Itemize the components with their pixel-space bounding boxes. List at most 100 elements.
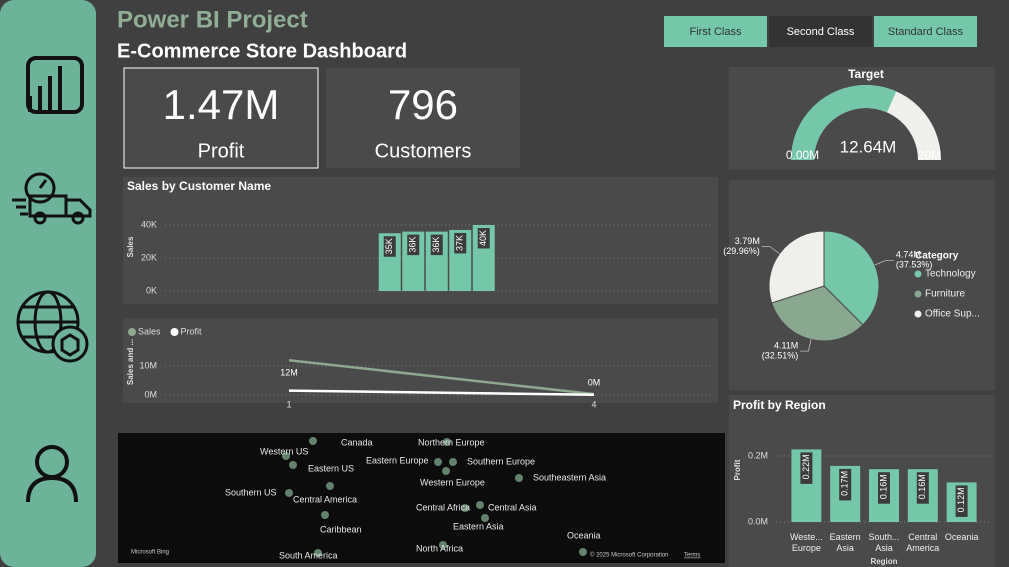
legend-label: Sales [138,326,161,336]
data-label: (29.96%) [723,246,760,256]
map-point [289,461,297,469]
page-title: Power BI Project [117,6,308,33]
map-label: Central Asia [488,502,537,512]
map-point [282,452,290,460]
x-tick-label: Oceania [944,532,979,542]
y-tick-label: 0M [144,389,157,399]
map-copyright: © 2025 Microsoft Corporation [590,552,668,559]
label-background [383,236,396,257]
global-shipping-icon[interactable] [16,290,89,363]
map-point [449,458,457,466]
legend-marker [170,328,179,336]
line-series [288,358,595,396]
map-background [118,433,725,563]
map-point [461,504,469,512]
leader-line [800,339,812,352]
x-tick-label: 1 [286,399,291,409]
label-background [839,468,852,501]
label-background [916,472,929,504]
map-label: Western US [260,446,308,456]
data-label: 4.74M [896,250,921,260]
map-attribution: Microsoft Bing [131,550,169,556]
chart-title: Sales by Customer Name [127,179,271,193]
data-label: 12M [280,368,298,378]
map-point [326,482,334,490]
y-tick-label: 0.2M [748,450,768,460]
label-background [454,232,467,254]
user-icon[interactable] [26,445,78,503]
kpi-label: Customers [375,140,472,162]
y-tick-label: 0.0M [748,516,768,526]
map-label: Eastern US [308,463,354,473]
kpi-value: 796 [388,81,458,128]
data-label: (37.53%) [896,260,933,270]
data-label: 0.16M [878,474,888,499]
panel [729,67,995,170]
powerbi-icon[interactable] [26,56,84,114]
leader-line [874,259,894,266]
filter-button[interactable]: First Class [664,16,767,47]
y-axis-title: Sales [126,236,135,257]
x-tick-label: Central America [906,532,940,553]
pie-slice [768,230,825,304]
map-point [443,438,451,446]
panel [123,318,718,403]
y-tick-label: 40K [141,219,157,229]
legend-marker [914,310,922,318]
map-terms[interactable]: Terms [684,553,700,559]
pie-slice [771,285,864,342]
y-axis-title: Profit [733,459,742,480]
kpi-label: Profit [198,140,245,162]
map-point [434,458,442,466]
gauge-tick-label: 20M [918,148,941,162]
chart-title: Target [848,67,884,81]
map-label: North Africa [416,543,463,553]
label-background [407,234,420,256]
x-tick-label: South... Asia [868,532,900,553]
map-point [515,474,523,482]
map-label: Western Europe [420,477,485,487]
data-label: 0.17M [840,471,850,496]
map-label: Southern US [225,487,277,497]
label-background [430,234,443,256]
map-label: South America [279,550,338,560]
filter-button[interactable]: Standard Class [874,16,977,47]
y-tick-label: 0K [146,285,157,295]
x-tick-label: 4 [591,399,596,409]
data-label: 4.11M [774,341,798,351]
map-label: Southeastern Asia [533,472,606,482]
map-point [285,489,293,497]
legend-marker [914,290,922,298]
data-label: 35K [384,238,394,254]
map-point [476,501,484,509]
map-label: Central America [293,494,357,504]
data-label: 0M [588,378,601,388]
delivery-icon[interactable] [12,172,92,225]
map-point [579,548,587,556]
legend-label: Office Sup... [925,309,980,320]
filter-button[interactable]: Second Class [769,16,872,47]
pie-slice [823,230,880,326]
data-label: 0.12M [956,487,966,512]
legend-label: Technology [925,269,976,280]
data-label: 37K [455,235,465,251]
page-subtitle: E-Commerce Store Dashboard [117,40,407,62]
map-point [442,467,450,475]
legend-marker [914,270,922,278]
data-label: 3.79M [735,236,760,246]
label-background [800,452,813,484]
label-background [477,228,490,249]
map-label: Eastern Asia [453,521,504,531]
y-tick-label: 10M [139,360,157,370]
map-label: Central Africa [416,502,470,512]
map-label: Southern Europe [467,456,535,466]
map-point [309,437,317,445]
map-point [314,549,322,557]
y-axis-title: Sales and ... [126,339,135,385]
map-point [321,511,329,519]
map-point [439,541,447,549]
legend-marker [128,328,136,336]
map-point [481,514,489,522]
